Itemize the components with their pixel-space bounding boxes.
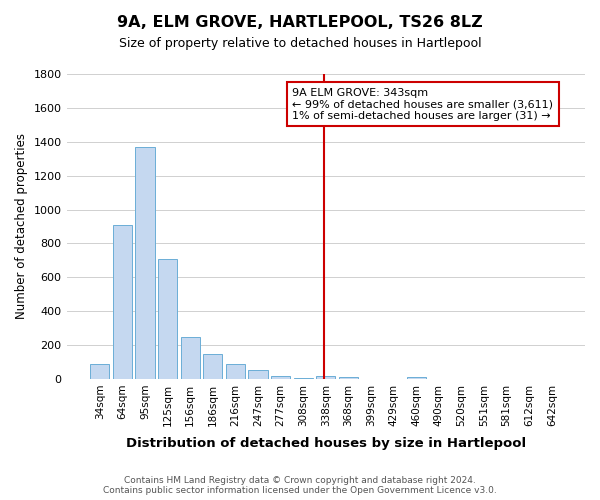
Text: Contains HM Land Registry data © Crown copyright and database right 2024.
Contai: Contains HM Land Registry data © Crown c… [103,476,497,495]
Bar [158,258,177,379]
Bar [181,336,200,379]
Bar [90,364,109,379]
Text: 9A, ELM GROVE, HARTLEPOOL, TS26 8LZ: 9A, ELM GROVE, HARTLEPOOL, TS26 8LZ [117,15,483,30]
Bar [316,376,335,379]
Bar [248,370,268,379]
Bar [339,377,358,379]
Bar [293,378,313,379]
Bar [113,225,132,379]
Bar [203,354,223,379]
Bar [407,377,426,379]
Text: Size of property relative to detached houses in Hartlepool: Size of property relative to detached ho… [119,38,481,51]
Y-axis label: Number of detached properties: Number of detached properties [15,134,28,320]
Bar [136,147,155,379]
Bar [226,364,245,379]
X-axis label: Distribution of detached houses by size in Hartlepool: Distribution of detached houses by size … [126,437,526,450]
Bar [271,376,290,379]
Text: 9A ELM GROVE: 343sqm
← 99% of detached houses are smaller (3,611)
1% of semi-det: 9A ELM GROVE: 343sqm ← 99% of detached h… [292,88,553,121]
